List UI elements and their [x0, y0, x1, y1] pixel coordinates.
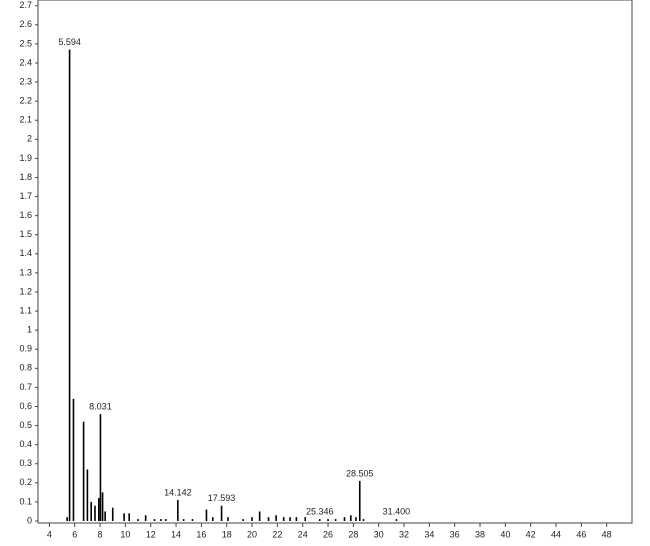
x-tick-label: 28 — [348, 529, 358, 539]
x-tick-label: 20 — [247, 529, 257, 539]
y-tick-label: 2.2 — [19, 96, 32, 106]
y-tick-label: 1 — [27, 325, 32, 335]
peak-label: 17.593 — [208, 493, 236, 503]
x-tick-label: 22 — [272, 529, 282, 539]
y-tick-label: 1.7 — [19, 191, 32, 201]
y-tick-label: 0.6 — [19, 401, 32, 411]
y-tick-label: 0 — [27, 515, 32, 525]
y-tick-label: 0.9 — [19, 344, 32, 354]
y-tick-label: 0.2 — [19, 477, 32, 487]
y-tick-label: 2.7 — [19, 0, 32, 10]
y-tick-label: 2.4 — [19, 57, 32, 67]
x-tick-label: 8 — [98, 529, 103, 539]
y-tick-label: 1.6 — [19, 210, 32, 220]
y-tick-label: 2.5 — [19, 38, 32, 48]
x-tick-label: 18 — [222, 529, 232, 539]
x-tick-label: 10 — [120, 529, 130, 539]
peak-label: 8.031 — [89, 402, 112, 412]
x-tick-label: 48 — [602, 529, 612, 539]
x-tick-label: 44 — [551, 529, 561, 539]
peak-label: 25.346 — [306, 506, 334, 516]
y-tick-label: 0.4 — [19, 439, 32, 449]
x-tick-label: 40 — [500, 529, 510, 539]
plot-frame — [37, 0, 633, 524]
y-tick-label: 2.6 — [19, 19, 32, 29]
x-tick-label: 26 — [323, 529, 333, 539]
peak-label: 28.505 — [346, 468, 374, 478]
x-tick-label: 24 — [298, 529, 308, 539]
y-tick-label: 1.5 — [19, 229, 32, 239]
x-tick-label: 36 — [450, 529, 460, 539]
y-tick-label: 1.8 — [19, 172, 32, 182]
y-tick-label: 0.1 — [19, 496, 32, 506]
x-tick-label: 4 — [47, 529, 52, 539]
x-tick-label: 34 — [424, 529, 434, 539]
x-tick-label: 32 — [399, 529, 409, 539]
y-tick-label: 2.1 — [19, 115, 32, 125]
y-tick-label: 0.8 — [19, 363, 32, 373]
peak-label: 5.594 — [58, 37, 81, 47]
y-tick-label: 1.4 — [19, 248, 32, 258]
x-tick-label: 46 — [576, 529, 586, 539]
peak-label: 31.400 — [383, 506, 411, 516]
y-tick-label: 0.3 — [19, 458, 32, 468]
x-tick-label: 14 — [171, 529, 181, 539]
x-tick-label: 42 — [526, 529, 536, 539]
peak-label: 14.142 — [164, 487, 192, 497]
y-tick-label: 0.5 — [19, 420, 32, 430]
y-tick-label: 2.3 — [19, 76, 32, 86]
x-tick-label: 6 — [72, 529, 77, 539]
x-tick-label: 12 — [146, 529, 156, 539]
y-tick-label: 1.2 — [19, 286, 32, 296]
y-tick-label: 1.9 — [19, 153, 32, 163]
y-tick-label: 1.3 — [19, 267, 32, 277]
x-tick-label: 38 — [475, 529, 485, 539]
x-tick-label: 30 — [374, 529, 384, 539]
y-tick-label: 0.7 — [19, 382, 32, 392]
y-tick-label: 2 — [27, 134, 32, 144]
x-tick-label: 16 — [196, 529, 206, 539]
y-tick-label: 1.1 — [19, 305, 32, 315]
